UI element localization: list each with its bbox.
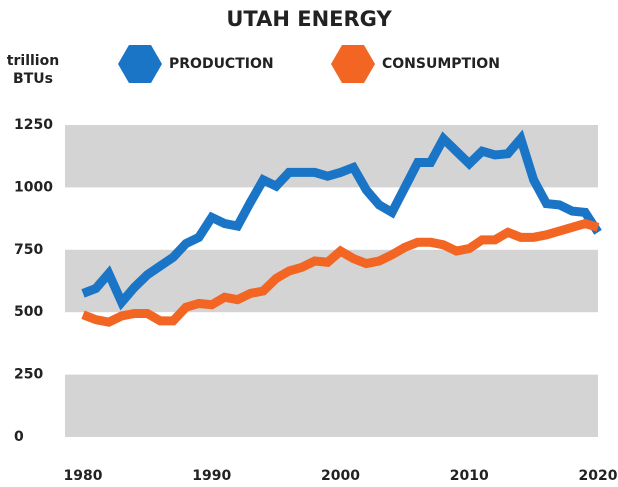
- legend-swatch: [331, 44, 375, 84]
- x-tick-label: 2000: [321, 468, 360, 484]
- legend-label: CONSUMPTION: [382, 56, 500, 72]
- y-axis-label: trillion BTUs: [6, 53, 60, 87]
- series-line: [81, 129, 602, 311]
- grid-band: [65, 374, 598, 437]
- x-tick-label: 2020: [579, 468, 618, 484]
- y-tick-label: 500: [14, 304, 43, 320]
- y-tick-label: 1000: [14, 179, 53, 195]
- x-tick-label: 2010: [450, 468, 489, 484]
- y-tick-label: 0: [14, 429, 24, 445]
- y-tick-label: 1250: [14, 117, 53, 133]
- x-tick-label: 1980: [64, 468, 103, 484]
- legend-swatch: [118, 44, 162, 84]
- chart-title: UTAH ENERGY: [226, 7, 392, 31]
- x-tick-label: 1990: [192, 468, 231, 484]
- y-tick-label: 250: [14, 367, 43, 383]
- y-tick-label: 750: [14, 242, 43, 258]
- series-line: [81, 218, 600, 327]
- legend-label: PRODUCTION: [169, 56, 274, 72]
